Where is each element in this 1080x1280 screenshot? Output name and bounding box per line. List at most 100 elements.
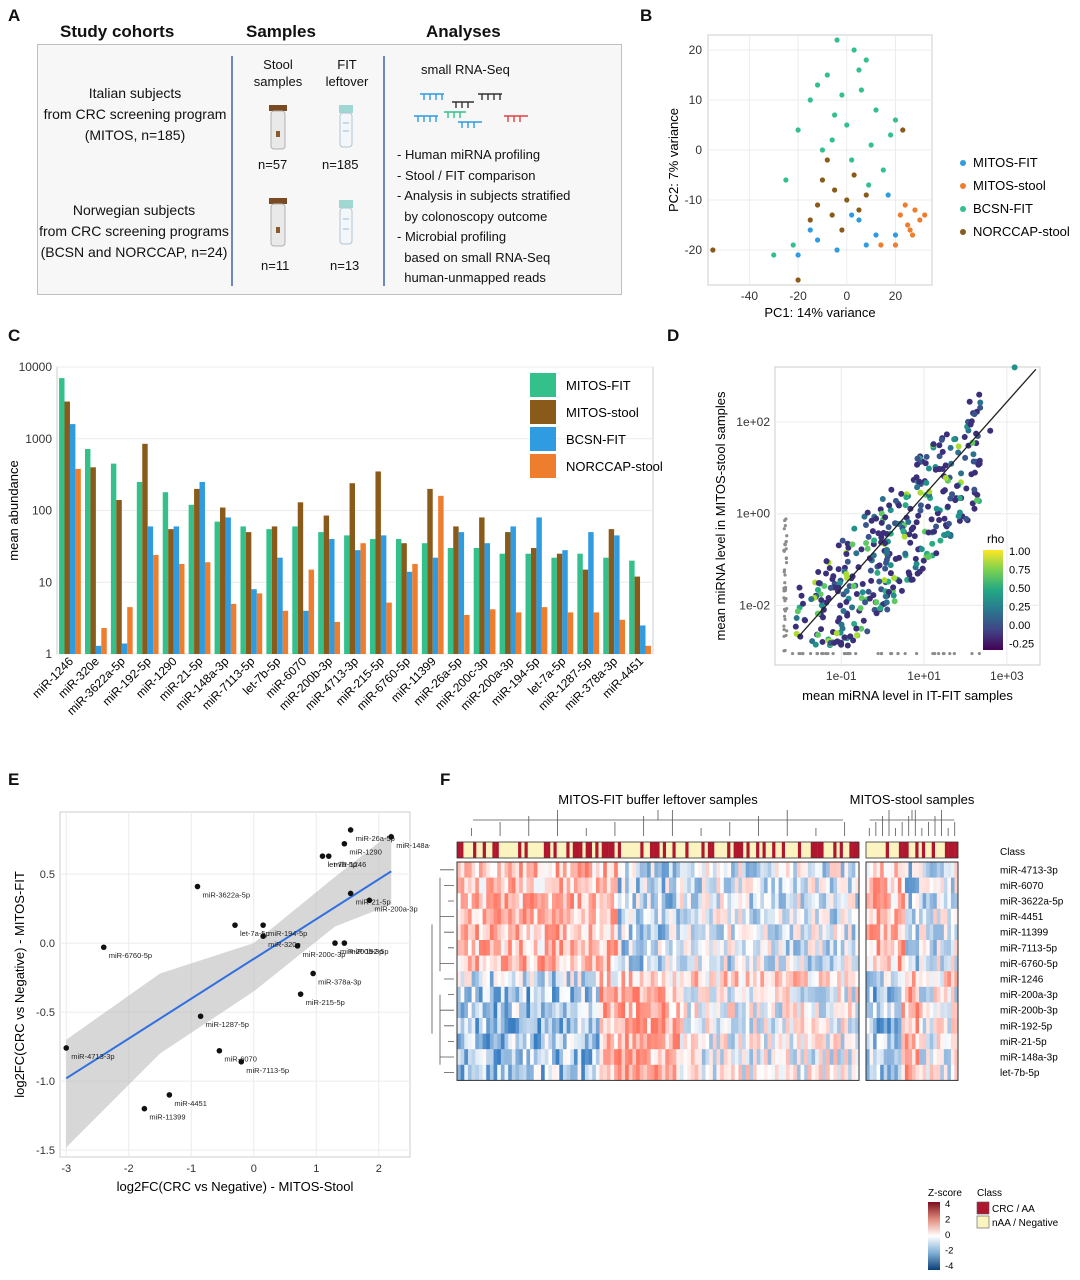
heatmap-cell <box>537 924 542 941</box>
data-point <box>925 503 932 510</box>
heatmap-cell <box>947 862 952 878</box>
heatmap-cell <box>614 986 619 1003</box>
data-point <box>859 589 866 596</box>
heatmap-cell <box>785 877 790 894</box>
heatmap-cell <box>552 940 556 956</box>
heatmap-cell <box>548 908 553 925</box>
heatmap-cell <box>497 877 502 894</box>
heatmap-cell <box>869 862 874 878</box>
class-cell <box>885 842 890 858</box>
heatmap-cell <box>541 1018 546 1034</box>
heatmap-cell <box>500 955 505 972</box>
heatmap-cell <box>818 862 823 878</box>
heatmap-cell <box>621 908 626 925</box>
heatmap-cell <box>954 971 959 988</box>
heatmap-cell <box>519 908 524 925</box>
heatmap-cell <box>588 924 593 941</box>
heatmap-cell <box>811 893 816 910</box>
heatmap-cell <box>519 1033 524 1050</box>
heatmap-cell <box>887 940 892 956</box>
heatmap-cell <box>552 1002 556 1019</box>
heatmap-cell <box>800 924 805 941</box>
heatmap-cell <box>530 924 535 941</box>
heatmap-cell <box>793 1064 798 1081</box>
heatmap-cell <box>851 908 856 925</box>
heatmap-cell <box>901 971 906 988</box>
heatmap-cell <box>628 1018 633 1034</box>
heatmap-cell <box>544 1002 549 1019</box>
bar <box>127 607 133 654</box>
heatmap-cell <box>940 1064 945 1081</box>
heatmap-cell <box>643 1002 648 1019</box>
bar <box>75 468 81 654</box>
heatmap-cell <box>460 1018 465 1034</box>
heatmap-cell <box>785 971 790 988</box>
heatmap-cell <box>731 1064 736 1081</box>
heatmap-cell <box>950 924 955 941</box>
heatmap-cell <box>936 1064 941 1081</box>
heatmap-cell <box>588 877 593 894</box>
heatmap-cell <box>647 1064 651 1081</box>
heatmap-cell <box>753 924 757 941</box>
zero-point <box>801 651 805 656</box>
data-point <box>895 502 902 509</box>
heatmap-cell <box>508 1002 513 1019</box>
heatmap-cell <box>647 1033 651 1050</box>
heatmap-cell <box>829 1018 834 1034</box>
heatmap-cell <box>471 986 476 1003</box>
heatmap-cell <box>497 1049 502 1066</box>
heatmap-cell <box>515 986 520 1003</box>
data-point <box>823 558 830 565</box>
heatmap-cell <box>778 1018 783 1034</box>
heatmap-cell <box>559 1049 564 1066</box>
heatmap-cell <box>497 1018 502 1034</box>
class-cell <box>662 842 667 858</box>
class-cell <box>921 842 926 858</box>
data-point <box>864 509 871 516</box>
heatmap-cell <box>933 986 938 1003</box>
data-point <box>916 478 923 485</box>
heatmap-cell <box>647 940 651 956</box>
heatmap-cell <box>922 908 927 925</box>
heatmap-cell <box>829 877 834 894</box>
heatmap-cell <box>592 877 597 894</box>
heatmap-cell <box>727 877 732 894</box>
class-cell <box>685 842 689 858</box>
heatmap-cell <box>606 940 611 956</box>
heatmap-cell <box>936 908 941 925</box>
heatmap-cell <box>497 908 502 925</box>
data-point <box>814 82 821 88</box>
heatmap-cell <box>734 986 739 1003</box>
heatmap-cell <box>796 924 801 941</box>
data-point <box>341 940 348 946</box>
heatmap-cell <box>940 940 945 956</box>
heatmap-cell <box>815 955 820 972</box>
heatmap-cell <box>621 1064 626 1081</box>
heatmap-cell <box>712 862 717 878</box>
heatmap-cell <box>482 1018 487 1034</box>
heatmap-cell <box>705 986 710 1003</box>
heatmap-cell <box>687 986 692 1003</box>
heatmap-cell <box>745 971 750 988</box>
data-point <box>912 207 918 213</box>
heatmap-cell <box>621 1018 626 1034</box>
data-point <box>197 1013 204 1020</box>
heatmap-cell <box>929 1049 934 1066</box>
data-point <box>936 516 943 523</box>
data-point <box>977 399 984 406</box>
heatmap-cell <box>647 986 651 1003</box>
heatmap-cell <box>901 1018 906 1034</box>
heatmap-cell <box>774 986 779 1003</box>
data-point <box>949 491 956 498</box>
heatmap-cell <box>541 940 546 956</box>
data-point <box>901 533 908 540</box>
bar <box>308 569 315 654</box>
bar <box>344 535 350 654</box>
heatmap-cell <box>890 1002 895 1019</box>
heatmap-cell <box>665 924 670 941</box>
heatmap-cell <box>734 940 739 956</box>
class-cell <box>743 842 747 858</box>
bar <box>634 576 641 654</box>
heatmap-cell <box>767 908 772 925</box>
